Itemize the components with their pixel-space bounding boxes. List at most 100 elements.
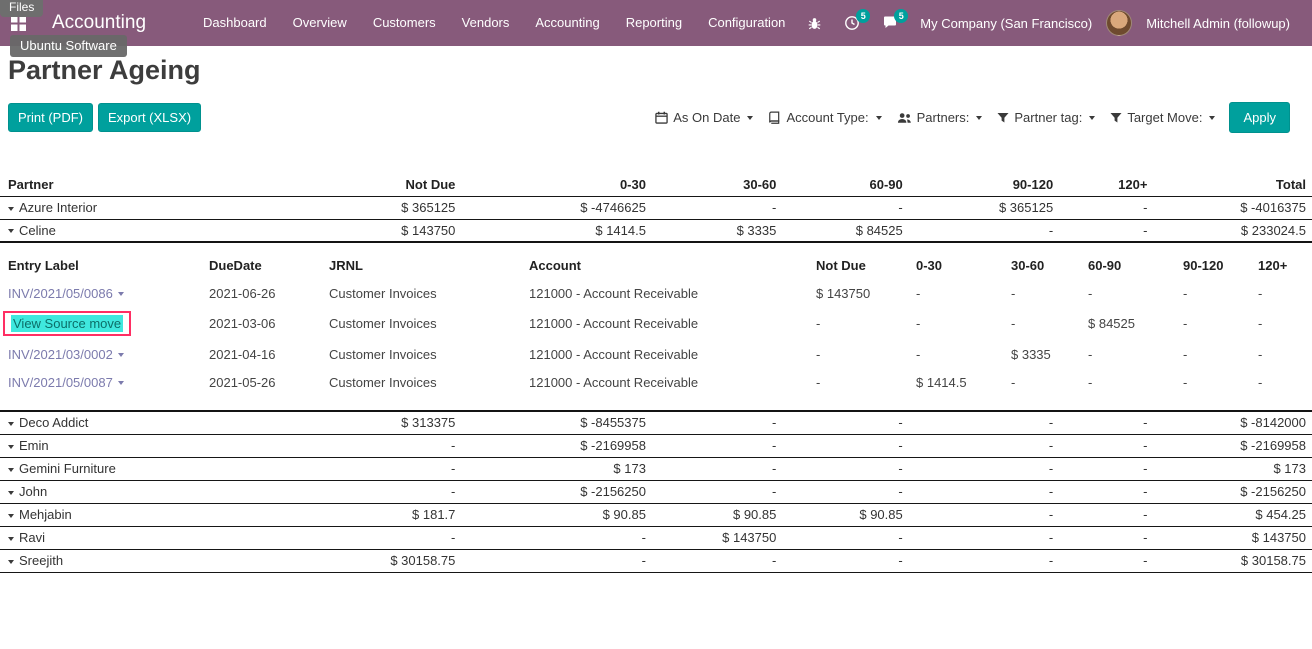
filter-target-move[interactable]: Target Move: bbox=[1110, 110, 1216, 125]
messages-chat-icon[interactable]: 5 bbox=[874, 9, 909, 37]
partner-row[interactable]: Mehjabin $ 181.7 $ 90.85 $ 90.85 $ 90.85… bbox=[0, 502, 1312, 526]
partner-row[interactable]: John - $ -2156250 - - - - $ -2156250 bbox=[0, 479, 1312, 503]
filter-label: Partners: bbox=[916, 110, 970, 125]
cell-120plus: - bbox=[1059, 502, 1154, 526]
top-navbar: Accounting Dashboard Overview Customers … bbox=[0, 0, 1312, 46]
collapse-caret-icon[interactable] bbox=[8, 421, 14, 426]
cell-60-90: - bbox=[782, 456, 909, 480]
filter-funnel-icon bbox=[997, 112, 1009, 122]
cell-90-120: - bbox=[908, 410, 1060, 434]
dropdown-caret-icon[interactable] bbox=[117, 381, 124, 386]
apply-button[interactable]: Apply bbox=[1229, 102, 1290, 133]
collapse-caret-icon[interactable] bbox=[8, 513, 14, 518]
account: 121000 - Account Receivable bbox=[529, 346, 699, 362]
entry-link[interactable]: INV/2021/03/0002 bbox=[8, 346, 113, 362]
chevron-down-icon bbox=[1089, 115, 1096, 120]
cell-0-30: $ -2169958 bbox=[461, 433, 652, 457]
partner-row[interactable]: Celine $ 143750 $ 1414.5 $ 3335 $ 84525 … bbox=[0, 218, 1312, 242]
partner-row[interactable]: Sreejith $ 30158.75 - - - - - $ 30158.75 bbox=[0, 548, 1312, 573]
column-header-not-due: Not Due bbox=[405, 176, 456, 192]
filter-as-on-date[interactable]: As On Date bbox=[655, 110, 754, 125]
menu-item-accounting[interactable]: Accounting bbox=[535, 15, 600, 30]
cell-90-120: - bbox=[908, 479, 1060, 503]
detail-col-0-30: 0-30 bbox=[916, 257, 943, 273]
filters: As On Date Account Type: Partners: bbox=[655, 110, 1216, 125]
cell-total: $ 454.25 bbox=[1153, 502, 1312, 526]
cell-0-30: $ 1414.5 bbox=[916, 374, 967, 390]
cell-60-90: - bbox=[782, 195, 909, 219]
dropdown-caret-icon[interactable] bbox=[117, 292, 124, 297]
export-xlsx-button[interactable]: Export (XLSX) bbox=[98, 103, 202, 132]
cell-not-due: - bbox=[816, 316, 821, 331]
cell-0-30: $ -4746625 bbox=[461, 195, 652, 219]
detail-col-90-120: 90-120 bbox=[1183, 257, 1224, 273]
cell-30-60: - bbox=[1011, 285, 1016, 301]
partner-name: Ravi bbox=[19, 530, 46, 545]
partner-row[interactable]: Gemini Furniture - $ 173 - - - - $ 173 bbox=[0, 456, 1312, 480]
ubuntu-software-tooltip: Ubuntu Software bbox=[10, 35, 127, 57]
cell-30-60: $ 90.85 bbox=[651, 502, 783, 526]
detail-row: Entry Label DueDate JRNL Account Not Due… bbox=[0, 241, 1312, 412]
partner-row[interactable]: Emin - $ -2169958 - - - - $ -2169958 bbox=[0, 433, 1312, 457]
menu-item-overview[interactable]: Overview bbox=[292, 15, 347, 30]
journal: Customer Invoices bbox=[329, 374, 437, 390]
company-switcher[interactable]: My Company (San Francisco) bbox=[920, 15, 1093, 31]
collapse-caret-icon[interactable] bbox=[8, 229, 14, 234]
cell-not-due: - bbox=[300, 433, 462, 457]
filter-partner-tag[interactable]: Partner tag: bbox=[997, 110, 1096, 125]
column-header-90-120: 90-120 bbox=[1012, 176, 1054, 192]
avatar[interactable] bbox=[1106, 10, 1133, 36]
collapse-caret-icon[interactable] bbox=[8, 444, 14, 449]
partner-name: Gemini Furniture bbox=[19, 461, 116, 476]
menu-item-vendors[interactable]: Vendors bbox=[461, 15, 510, 30]
filter-label: As On Date bbox=[673, 110, 741, 125]
menu-item-reporting[interactable]: Reporting bbox=[625, 15, 683, 30]
cell-not-due: $ 30158.75 bbox=[300, 548, 462, 573]
partner-name: Deco Addict bbox=[19, 415, 89, 431]
menu-item-configuration[interactable]: Configuration bbox=[708, 15, 786, 30]
collapse-caret-icon[interactable] bbox=[8, 536, 14, 541]
cell-0-30: - bbox=[916, 285, 921, 301]
partner-row[interactable]: Deco Addict $ 313375 $ -8455375 - - - - … bbox=[0, 410, 1312, 434]
apps-grid-icon[interactable] bbox=[10, 15, 27, 32]
cell-90-120: - bbox=[908, 502, 1060, 526]
partner-row[interactable]: Azure Interior $ 365125 $ -4746625 - - $… bbox=[0, 195, 1312, 219]
collapse-caret-icon[interactable] bbox=[8, 467, 14, 472]
cell-not-due: $ 181.7 bbox=[300, 502, 462, 526]
debug-bug-icon[interactable] bbox=[799, 10, 830, 37]
user-menu[interactable]: Mitchell Admin (followup) bbox=[1146, 15, 1290, 31]
cell-90-120: - bbox=[908, 433, 1060, 457]
detail-col-30-60: 30-60 bbox=[1011, 257, 1045, 273]
cell-total: $ -4016375 bbox=[1153, 195, 1312, 219]
column-header-total: Total bbox=[1275, 176, 1306, 192]
view-source-move-link[interactable]: View Source move bbox=[11, 315, 124, 332]
collapse-caret-icon[interactable] bbox=[8, 490, 14, 495]
activities-clock-icon[interactable]: 5 bbox=[836, 9, 871, 37]
cell-90-120: - bbox=[908, 218, 1060, 242]
menu-item-dashboard[interactable]: Dashboard bbox=[203, 15, 267, 30]
dropdown-caret-icon[interactable] bbox=[117, 353, 124, 358]
collapse-caret-icon[interactable] bbox=[8, 206, 14, 211]
cell-90-120: - bbox=[908, 548, 1060, 573]
topbar-right: 5 5 My Company (San Francisco) Mitchell … bbox=[799, 9, 1298, 37]
filter-account-type[interactable]: Account Type: bbox=[768, 110, 882, 125]
cell-90-120: - bbox=[1183, 285, 1188, 301]
cell-120plus: - bbox=[1059, 195, 1154, 219]
cell-not-due: $ 313375 bbox=[300, 410, 462, 434]
entry-link[interactable]: INV/2021/05/0086 bbox=[8, 285, 113, 301]
app-name[interactable]: Accounting bbox=[52, 12, 147, 33]
partner-row[interactable]: Ravi - - $ 143750 - - - $ 143750 bbox=[0, 525, 1312, 549]
entry-row: INV/2021/03/0002 2021-04-16 Customer Inv… bbox=[0, 340, 1312, 368]
ageing-table: Partner Not Due 0-30 30-60 60-90 90-120 … bbox=[0, 173, 1312, 573]
cell-90-120: - bbox=[908, 456, 1060, 480]
print-pdf-button[interactable]: Print (PDF) bbox=[8, 103, 93, 132]
filter-partners[interactable]: Partners: bbox=[897, 110, 983, 125]
cell-total: $ -2156250 bbox=[1153, 479, 1312, 503]
entry-link[interactable]: INV/2021/05/0087 bbox=[8, 374, 113, 390]
menu-item-customers[interactable]: Customers bbox=[372, 15, 436, 30]
cell-0-30: - bbox=[461, 525, 652, 549]
cell-not-due: $ 143750 bbox=[300, 218, 462, 242]
calendar-icon bbox=[655, 111, 668, 124]
collapse-caret-icon[interactable] bbox=[8, 559, 14, 564]
partner-name: Emin bbox=[19, 438, 49, 453]
